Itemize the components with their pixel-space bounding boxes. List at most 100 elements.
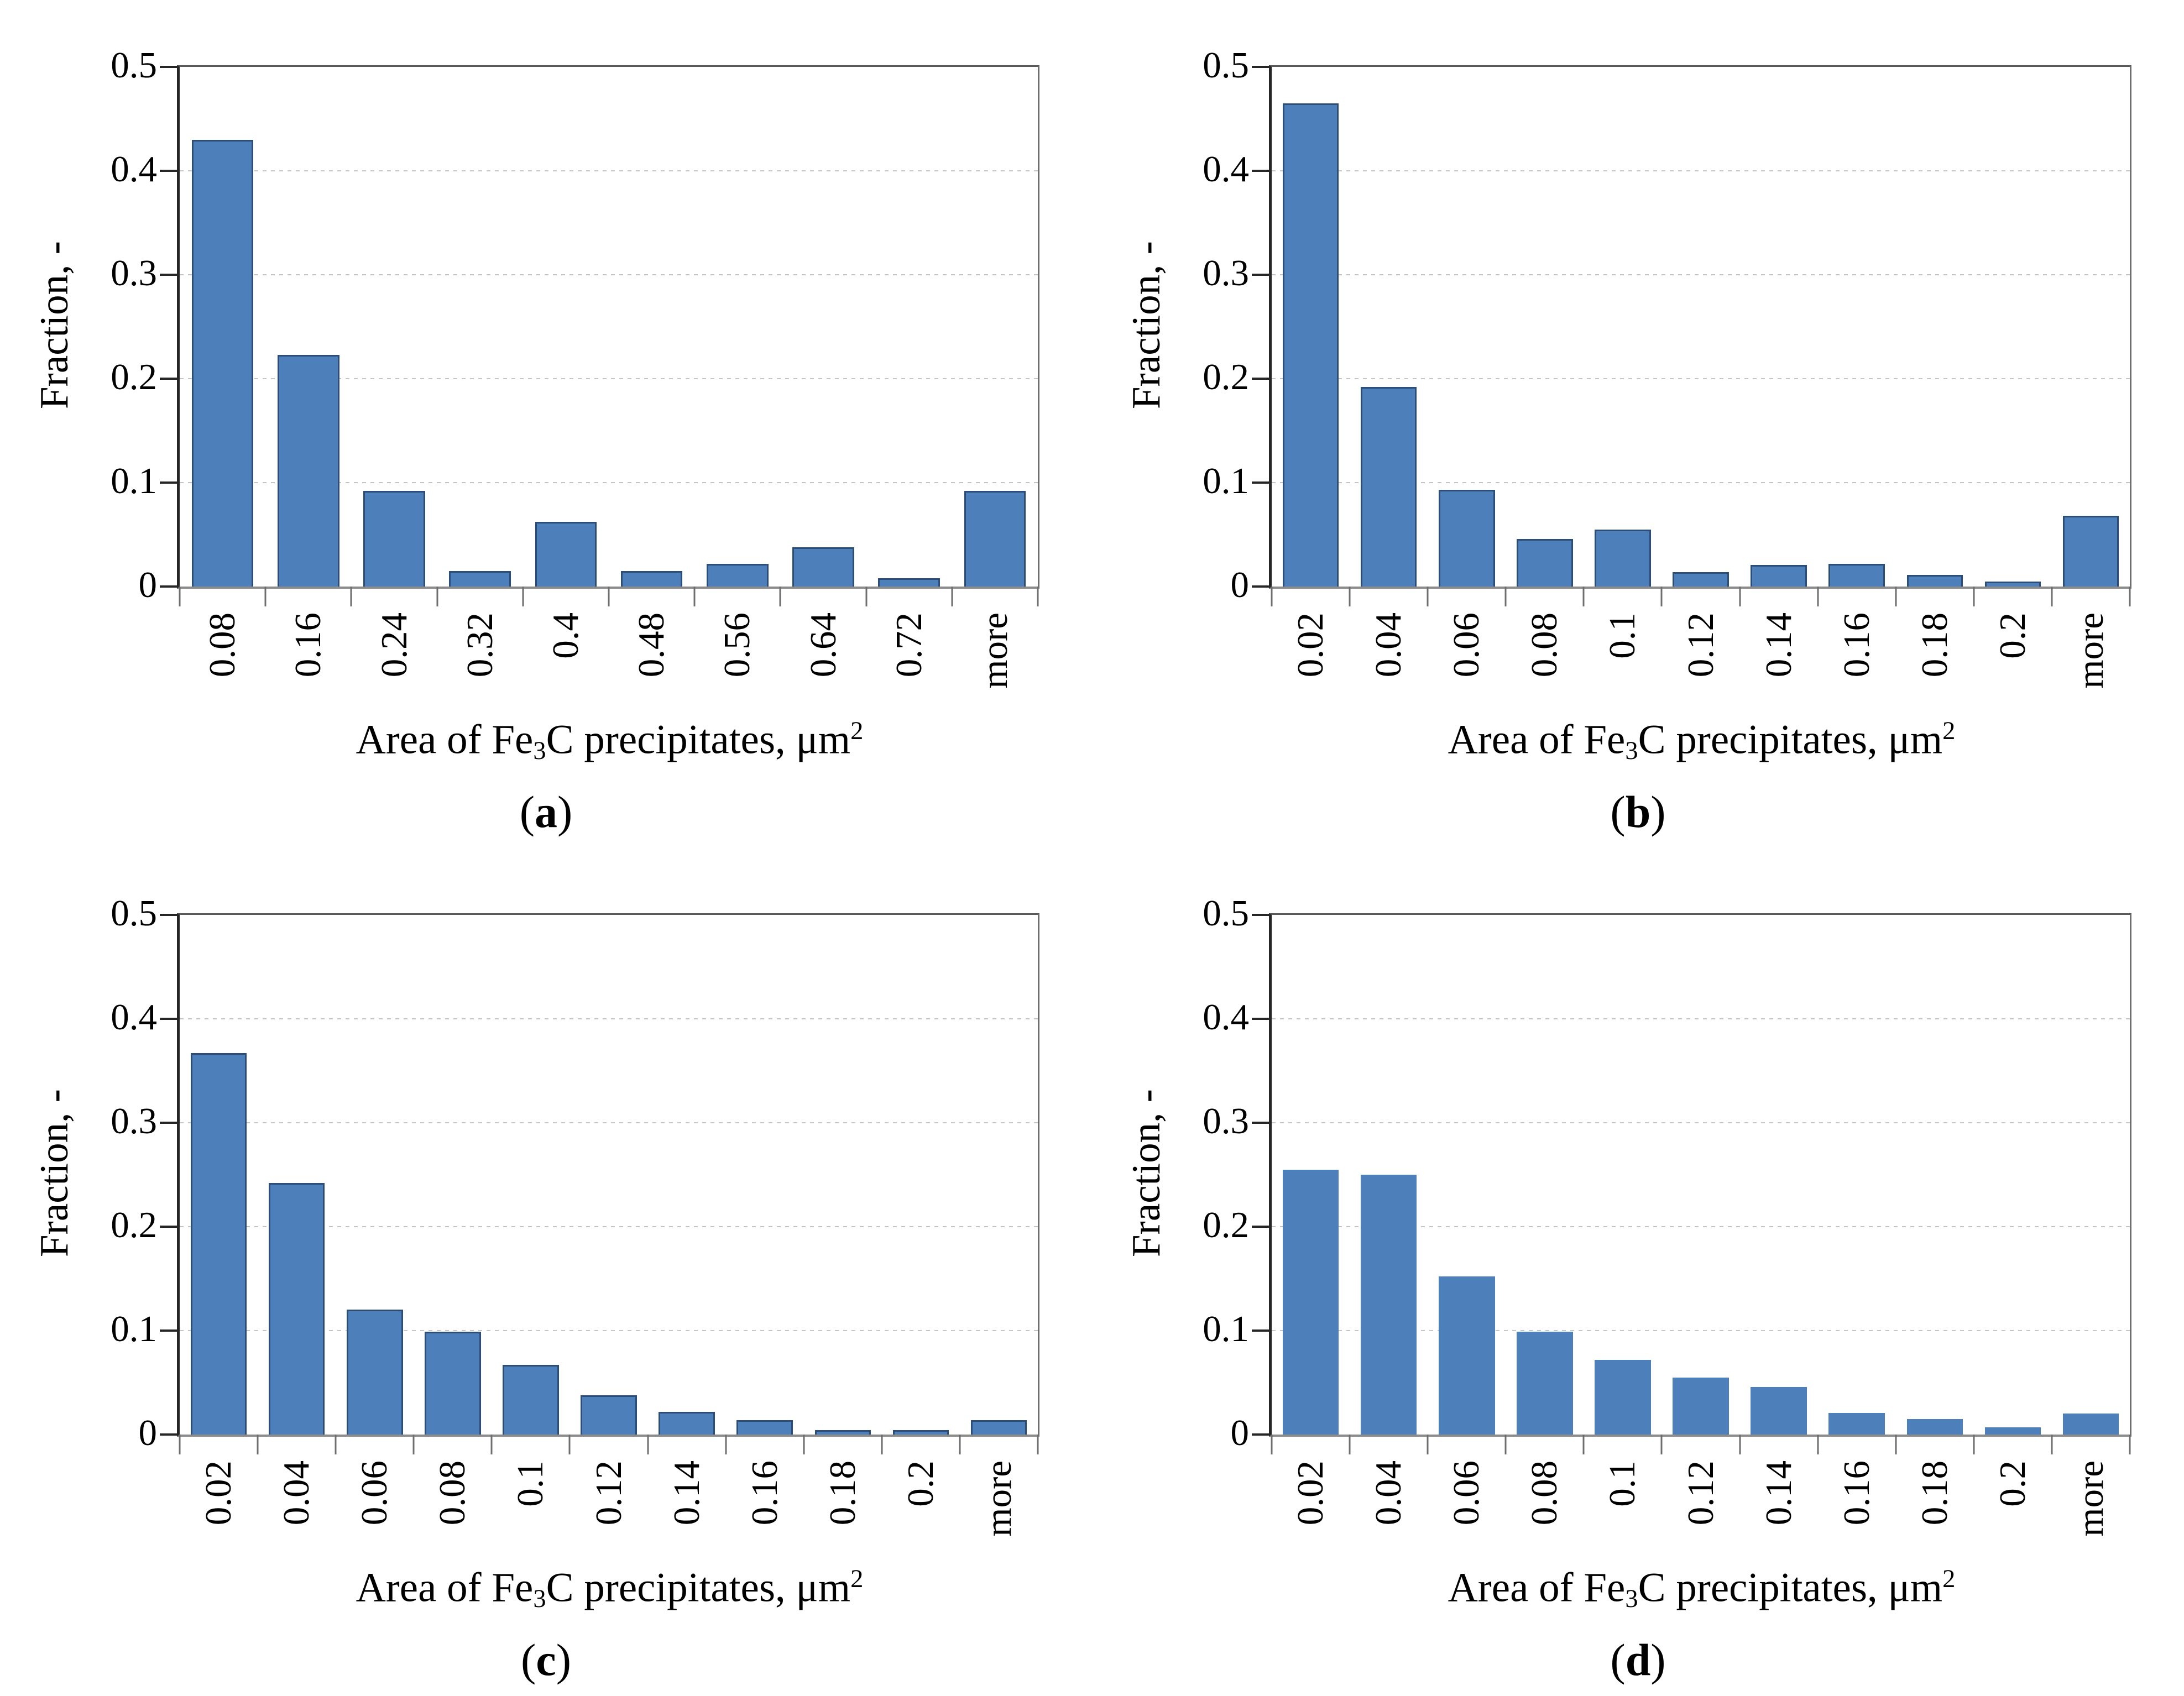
- bar-slot: [336, 915, 414, 1435]
- x-tick-label: 0.02: [1290, 1461, 1331, 1526]
- x-tick-label: 0.72: [888, 613, 929, 678]
- bars-container: [1272, 915, 2130, 1435]
- y-tick-mark: [160, 170, 177, 172]
- y-tick-label: 0.3: [111, 253, 157, 294]
- bar-0.12: [1673, 1377, 1729, 1435]
- x-tick-label: 0.56: [717, 613, 758, 678]
- x-tick-label: 0.4: [545, 613, 586, 659]
- bar-0.4: [535, 522, 597, 587]
- x-tick-slot: 0.06: [336, 1461, 414, 1537]
- x-tick-slot: 0.14: [648, 1461, 726, 1537]
- y-tick-label: 0.3: [1203, 1101, 1249, 1142]
- y-tick-label: 0.5: [1203, 45, 1249, 86]
- bar-0.16: [277, 354, 339, 587]
- bar-slot: [804, 915, 882, 1435]
- x-tick-label: 0.2: [900, 1461, 941, 1507]
- bar-slot: [952, 67, 1038, 587]
- x-tick-slot: 0.02: [180, 1461, 258, 1537]
- x-tick-label: 0.18: [1914, 613, 1955, 678]
- bar-slot: [1272, 915, 1350, 1435]
- bar-slot: [1974, 67, 2052, 587]
- y-axis-title: Fraction, -: [1121, 65, 1171, 585]
- x-tick-label: 0.16: [1836, 613, 1877, 678]
- chart-panel-c: Fraction, - 0.02 0.04 0.06 0.08 0.1 0.12 0.14 0…: [0, 848, 1092, 1696]
- x-tick-slot: 0.18: [1896, 613, 1974, 689]
- y-tick-mark: [1252, 914, 1269, 916]
- y-tick-mark: [1252, 1226, 1269, 1228]
- bar-0.08: [1517, 538, 1573, 587]
- superscript-2: 2: [1942, 1565, 1956, 1593]
- bar-slot: [1974, 915, 2052, 1435]
- x-tick-mark: [1582, 1435, 1585, 1454]
- panel-caption: (d): [1092, 1637, 2184, 1683]
- bar-slot: [1506, 915, 1584, 1435]
- chart-panel-b: Fraction, - 0.02 0.04 0.06 0.08 0.1 0.12 0.14 0…: [1092, 0, 2184, 848]
- bar-slot: [694, 67, 780, 587]
- bar-0.16: [736, 1420, 793, 1435]
- x-tick-slot: 0.16: [1818, 613, 1896, 689]
- x-tick-slot: 0.1: [1584, 1461, 1661, 1537]
- x-tick-mark: [2051, 587, 2053, 606]
- x-tick-mark: [881, 1435, 883, 1454]
- bar-0.12: [1673, 572, 1729, 587]
- subscript-3: 3: [1625, 1584, 1638, 1613]
- x-tick-slot: 0.08: [180, 613, 265, 689]
- bar-slot: [351, 67, 437, 587]
- bar-0.56: [706, 563, 769, 587]
- bar-slot: [265, 67, 351, 587]
- x-tick-label: 0.16: [744, 1461, 785, 1526]
- x-tick-slot: 0.1: [1584, 613, 1661, 689]
- caption-paren: (: [1610, 787, 1626, 837]
- bars-container: [180, 67, 1038, 587]
- bar-slot: [492, 915, 569, 1435]
- y-tick-mark: [160, 1226, 177, 1228]
- y-tick-label: 0.1: [111, 460, 157, 501]
- x-tick-slot: 0.04: [1350, 1461, 1428, 1537]
- x-tick-mark: [179, 1435, 181, 1454]
- bar-0.2: [892, 1430, 949, 1435]
- x-tick-mark: [1660, 1435, 1663, 1454]
- x-tick-mark: [2129, 587, 2131, 606]
- bar-slot: [1584, 67, 1661, 587]
- y-tick-label: 0.4: [1203, 997, 1249, 1038]
- bar-slot: [569, 915, 647, 1435]
- subscript-3: 3: [533, 1584, 546, 1613]
- x-axis-title: Area of Fe3C precipitates, μm2: [127, 718, 1092, 764]
- x-tick-slot: 0.06: [1428, 613, 1506, 689]
- bar-0.02: [1282, 103, 1339, 587]
- x-tick-slot: 0.08: [1506, 1461, 1584, 1537]
- x-axis-title-text: Area of Fe: [356, 1564, 534, 1611]
- bar-0.08: [191, 139, 254, 587]
- bar-0.18: [1906, 575, 1963, 587]
- x-axis-title-text: Area of Fe: [1448, 1564, 1626, 1611]
- y-tick-mark: [160, 1018, 177, 1020]
- gridline: [180, 378, 1038, 379]
- x-tick-slot: 0.56: [694, 613, 780, 689]
- bar-slot: [1661, 67, 1739, 587]
- bar-slot: [258, 915, 336, 1435]
- x-tick-mark: [257, 1435, 259, 1454]
- y-tick-label: 0.4: [111, 997, 157, 1038]
- subscript-3: 3: [1625, 736, 1638, 765]
- x-axis-title: Area of Fe3C precipitates, μm2: [1219, 716, 2184, 765]
- unit-micrometer: μm: [1888, 716, 1943, 763]
- x-tick-label: 0.04: [276, 1461, 317, 1526]
- y-tick-mark: [1252, 1433, 1269, 1436]
- x-axis-title-text: C precipitates,: [1638, 1564, 1888, 1611]
- x-tick-mark: [1504, 1435, 1507, 1454]
- y-tick-label: 0.2: [111, 357, 157, 397]
- panel-caption: (c): [0, 1637, 1092, 1683]
- caption-paren: ): [556, 1635, 572, 1685]
- caption-letter: a: [535, 787, 557, 837]
- y-tick-mark: [160, 481, 177, 484]
- bar-more: [970, 1420, 1027, 1435]
- bar-slot: [180, 67, 265, 587]
- bar-slot: [1740, 67, 1818, 587]
- plot-area: [160, 913, 1039, 1454]
- x-tick-slot: 0.12: [569, 1461, 647, 1537]
- bar-0.06: [346, 1310, 403, 1435]
- x-axis-title-text: C precipitates,: [546, 1564, 796, 1611]
- gridline: [1272, 1122, 2130, 1123]
- y-axis-title: Fraction, -: [29, 913, 79, 1433]
- x-tick-label: 0.18: [1914, 1461, 1955, 1526]
